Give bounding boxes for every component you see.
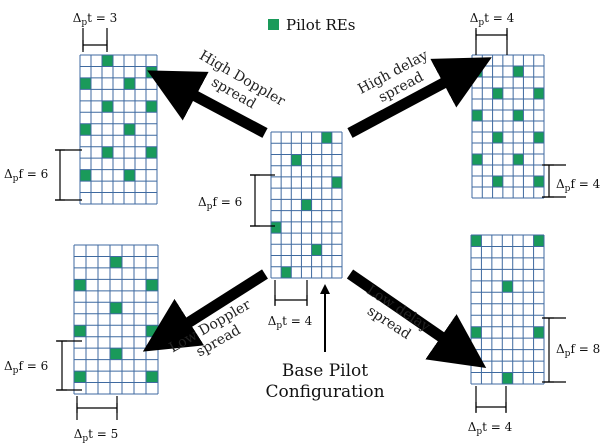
arrow-low-doppler bbox=[142, 269, 268, 352]
pilot-re bbox=[471, 326, 482, 339]
pilot-re bbox=[533, 176, 544, 187]
low-doppler-df-label: Δpf = 6 bbox=[4, 359, 48, 376]
pilot-re bbox=[124, 169, 135, 182]
high-doppler-df-label: Δpf = 6 bbox=[4, 167, 48, 184]
pilot-re bbox=[513, 154, 524, 165]
pilot-re bbox=[146, 100, 157, 113]
pilot-re bbox=[492, 88, 503, 99]
high-doppler-grid bbox=[79, 54, 158, 205]
pilot-re bbox=[321, 132, 332, 144]
arrow-low-delay bbox=[346, 269, 487, 368]
pilot-re bbox=[472, 154, 483, 165]
pilot-re bbox=[502, 280, 513, 293]
pilot-re bbox=[533, 88, 544, 99]
pilot-re bbox=[146, 66, 157, 78]
pilot-re bbox=[311, 244, 322, 256]
pilot-re bbox=[102, 146, 113, 159]
pilot-re bbox=[74, 325, 86, 337]
pilot-re bbox=[513, 110, 524, 121]
pilot-re bbox=[110, 348, 122, 360]
high-doppler-dt-label: Δpt = 3 bbox=[73, 11, 118, 28]
pilot-re bbox=[80, 77, 91, 90]
pilot-re bbox=[492, 132, 503, 143]
pilot-re bbox=[80, 123, 91, 136]
pilot-re bbox=[471, 235, 482, 247]
pilot-re bbox=[146, 371, 158, 383]
pilot-re bbox=[74, 279, 86, 291]
arrow-high-delay bbox=[347, 57, 492, 138]
pilot-re bbox=[472, 66, 483, 77]
low-doppler-dt-label: Δpt = 5 bbox=[74, 427, 119, 443]
pilot-re bbox=[533, 326, 544, 339]
pilot-re bbox=[146, 325, 158, 337]
low-delay-grid bbox=[470, 234, 545, 385]
pilot-re bbox=[110, 302, 122, 314]
pilot-re bbox=[301, 199, 312, 211]
low-doppler-grid bbox=[73, 244, 159, 395]
pilot-re bbox=[124, 77, 135, 90]
pilot-re bbox=[502, 372, 513, 384]
base-caption-line1: Base Pilot bbox=[282, 361, 368, 381]
legend-swatch bbox=[268, 19, 279, 30]
low-delay-df-label: Δpf = 8 bbox=[556, 342, 600, 359]
pilot-re bbox=[281, 266, 292, 278]
spacing-indicators bbox=[55, 28, 566, 420]
pilot-re bbox=[80, 169, 91, 182]
pilot-re bbox=[533, 132, 544, 143]
arrow-high-doppler bbox=[147, 70, 268, 138]
base-pilot-grid bbox=[270, 131, 343, 279]
base-df-label: Δpf = 6 bbox=[198, 195, 242, 212]
base-dt-label: Δpt = 4 bbox=[268, 314, 313, 331]
high-delay-dt-label: Δpt = 4 bbox=[470, 11, 515, 28]
legend-label: Pilot REs bbox=[286, 16, 355, 34]
pilot-re bbox=[492, 176, 503, 187]
pilot-re bbox=[513, 66, 524, 77]
pilot-re bbox=[102, 100, 113, 113]
pilot-re bbox=[124, 123, 135, 136]
low-delay-dt-label: Δpt = 4 bbox=[468, 420, 513, 437]
pilot-re bbox=[146, 146, 157, 159]
pilot-re bbox=[74, 371, 86, 383]
pilot-re bbox=[533, 235, 544, 247]
pilot-re bbox=[271, 221, 282, 234]
high-delay-df-label: Δpf = 4 bbox=[556, 177, 601, 194]
pilot-re bbox=[472, 110, 483, 121]
high-delay-grid bbox=[471, 54, 545, 199]
pilot-re bbox=[291, 154, 302, 166]
pilot-re bbox=[146, 279, 158, 291]
pilot-re bbox=[102, 55, 113, 67]
pilot-re bbox=[110, 256, 122, 268]
base-caption-line2: Configuration bbox=[265, 382, 384, 402]
pilot-re bbox=[331, 176, 342, 189]
